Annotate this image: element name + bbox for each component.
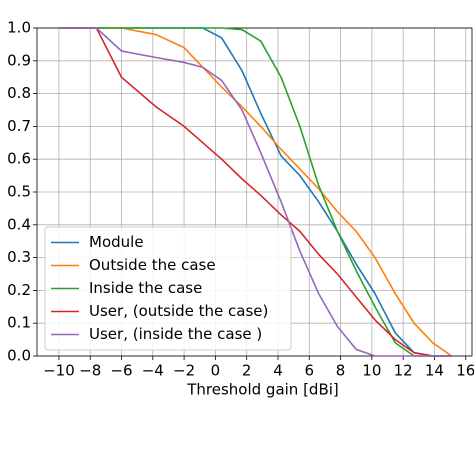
- y-tick-label: 0.5: [7, 183, 31, 201]
- data-line: [58, 27, 453, 357]
- x-tick-label: 4: [273, 362, 283, 380]
- y-tick-label: 0.6: [7, 150, 31, 168]
- x-tick-label: −4: [142, 362, 164, 380]
- x-tick-label: −6: [110, 362, 132, 380]
- legend-label: Outside the case: [89, 256, 216, 274]
- x-tick-label: −8: [79, 362, 101, 380]
- legend-label: User, (inside the case ): [89, 325, 262, 343]
- y-tick-label: 0.8: [7, 84, 31, 102]
- x-tick-label: 14: [425, 362, 444, 380]
- x-tick-label: 16: [456, 362, 474, 380]
- legend-box: [44, 226, 292, 351]
- y-tick-label: 0.3: [7, 248, 31, 266]
- x-tick-label: 2: [242, 362, 252, 380]
- legend-label: Inside the case: [89, 279, 202, 297]
- legend-label: Module: [89, 233, 144, 251]
- y-tick-label: 0.9: [7, 51, 31, 69]
- y-tick-label: 0.1: [7, 314, 31, 332]
- data-line: [58, 27, 452, 357]
- x-tick-label: 10: [362, 362, 381, 380]
- x-tick-label: 0: [211, 362, 221, 380]
- data-line: [58, 27, 452, 357]
- data-line: [58, 27, 452, 357]
- x-tick-label: −2: [173, 362, 195, 380]
- y-tick-label: 1.0: [7, 19, 31, 37]
- plot-frame: [36, 27, 473, 357]
- y-tick-label: 0.7: [7, 117, 31, 135]
- x-axis-label: Threshold gain [dBi]: [186, 381, 339, 399]
- y-tick-label: 0.2: [7, 281, 31, 299]
- x-tick-label: 12: [394, 362, 413, 380]
- x-tick-label: −10: [43, 362, 75, 380]
- legend-label: User, (outside the case): [89, 302, 268, 320]
- y-tick-label: 0.0: [7, 347, 31, 365]
- x-tick-label: 8: [336, 362, 346, 380]
- y-tick-label: 0.4: [7, 215, 31, 233]
- x-tick-label: 6: [304, 362, 314, 380]
